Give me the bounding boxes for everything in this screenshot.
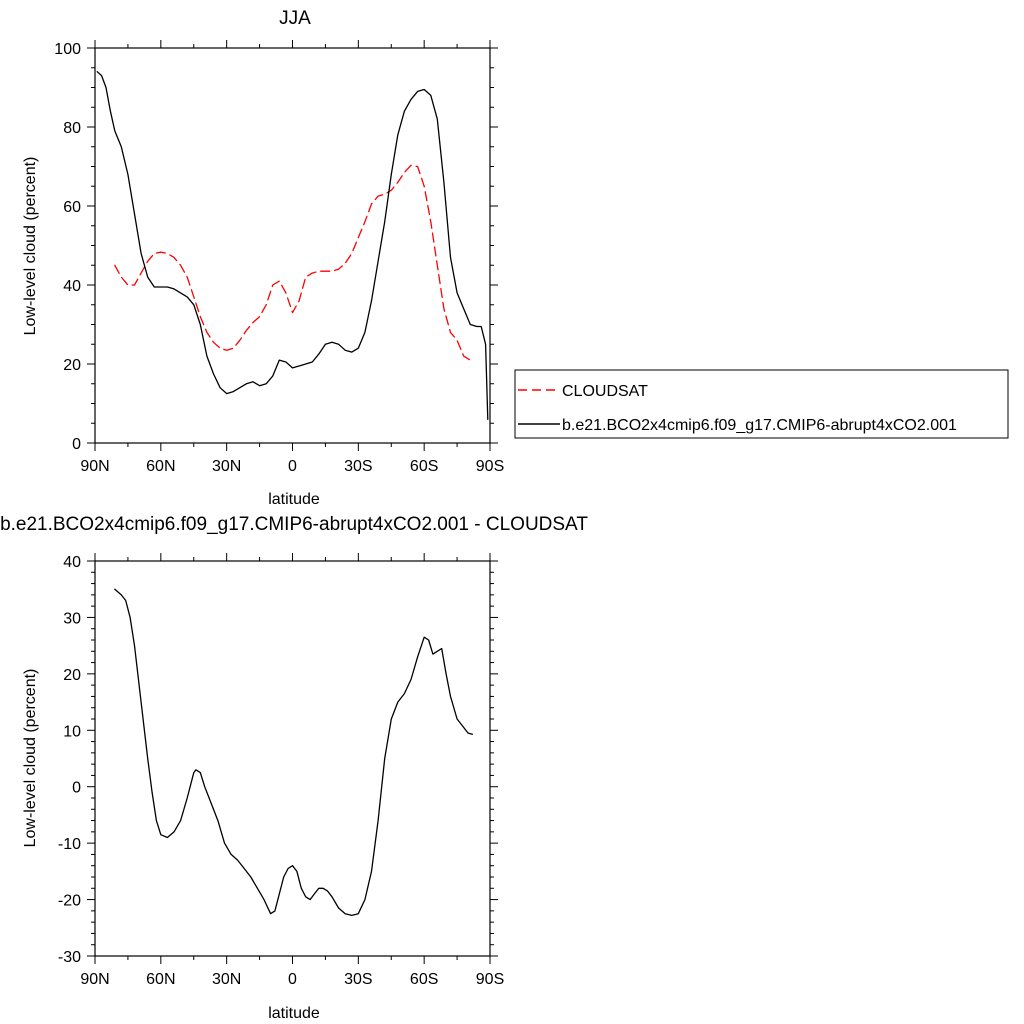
y-tick-label-bottom: 0 (72, 780, 81, 797)
series-line-top-0 (114, 164, 471, 361)
x-tick-label-bottom: 90S (476, 971, 504, 988)
chart-panel-top: JJA 90N 60N 30N 0 30S 60S 90S 0 20 40 60 80 100 Low-… (22, 8, 1009, 508)
y-tick-label-top: 20 (63, 357, 81, 374)
x-tick-label-top: 0 (288, 458, 297, 475)
x-tick-label-bottom: 30S (344, 971, 372, 988)
y-tick-label-bottom: -10 (58, 836, 81, 853)
plot-area-top: 90N 60N 30N 0 30S 60S 90S 0 20 40 60 80 100 (54, 40, 504, 475)
chart-title-top: JJA (279, 8, 311, 29)
y-tick-label-top: 40 (63, 278, 81, 295)
y-axis-label-top: Low-level cloud (percent) (22, 157, 39, 336)
y-tick-label-bottom: -30 (58, 949, 81, 966)
plot-frame-bottom (94, 560, 491, 957)
x-tick-label-top: 30S (344, 458, 372, 475)
x-tick-label-bottom: 60N (146, 971, 175, 988)
x-tick-label-top: 30N (212, 458, 241, 475)
x-tick-label-top: 60N (146, 458, 175, 475)
plot-frame-top (94, 47, 491, 444)
x-tick-label-bottom: 60S (410, 971, 438, 988)
x-tick-label-bottom: 90N (80, 971, 109, 988)
x-tick-label-top: 90S (476, 458, 504, 475)
y-tick-label-bottom: 40 (63, 554, 81, 571)
x-tick-label-bottom: 30N (212, 971, 241, 988)
plot-area-bottom: 90N 60N 30N 0 30S 60S 90S -30 -20 -10 0 10 20 30 40 (58, 553, 504, 988)
x-tick-label-top: 90N (80, 458, 109, 475)
x-axis-label-bottom: latitude (268, 1005, 320, 1022)
series-line-top-1 (96, 71, 489, 420)
y-tick-label-bottom: 20 (63, 667, 81, 684)
legend-label-cloudsat: CLOUDSAT (562, 383, 648, 400)
y-tick-label-bottom: -20 (58, 893, 81, 910)
x-axis-label-top: latitude (268, 491, 320, 508)
chart-title-bottom: b.e21.BCO2x4cmip6.f09_g17.CMIP6-abrupt4x… (0, 514, 588, 535)
y-tick-label-top: 100 (54, 41, 81, 58)
y-tick-label-top: 60 (63, 199, 81, 216)
y-tick-label-top: 0 (72, 436, 81, 453)
y-axis-label-bottom: Low-level cloud (percent) (22, 669, 39, 848)
chart-panel-bottom: b.e21.BCO2x4cmip6.f09_g17.CMIP6-abrupt4x… (0, 514, 588, 1022)
legend: CLOUDSAT b.e21.BCO2x4cmip6.f09_g17.CMIP6… (514, 369, 1009, 439)
series-line-bottom-0 (114, 588, 474, 917)
legend-label-model: b.e21.BCO2x4cmip6.f09_g17.CMIP6-abrupt4x… (562, 417, 957, 434)
x-tick-label-bottom: 0 (288, 971, 297, 988)
y-tick-label-bottom: 30 (63, 610, 81, 627)
y-tick-label-bottom: 10 (63, 723, 81, 740)
legend-box (514, 369, 1009, 439)
x-tick-label-top: 60S (410, 458, 438, 475)
y-tick-label-top: 80 (63, 120, 81, 137)
